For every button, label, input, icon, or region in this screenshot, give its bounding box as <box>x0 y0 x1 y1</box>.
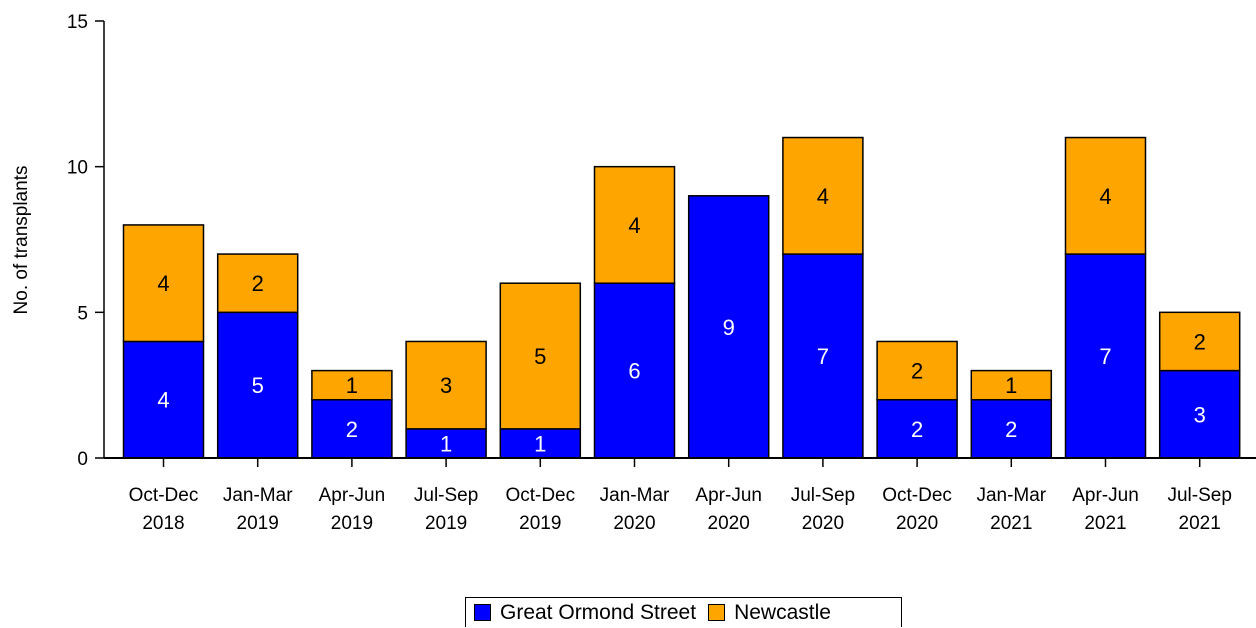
x-tick-label-period: Apr-Jun <box>695 485 762 506</box>
x-tick-label-year: 2021 <box>990 513 1032 534</box>
bar-value-label: 2 <box>346 417 358 442</box>
bar-segment <box>1064 136 1147 255</box>
y-tick-label: 5 <box>77 303 88 324</box>
bar-segment <box>1158 369 1241 459</box>
bar-value-label: 2 <box>911 417 923 442</box>
bar-value-label: 3 <box>1194 402 1206 427</box>
x-tick-label-period: Apr-Jun <box>319 485 386 506</box>
bar-segment <box>1064 253 1147 459</box>
bar-value-label: 2 <box>1005 417 1017 442</box>
bar-value-label: 2 <box>1194 329 1206 354</box>
x-tick-label-year: 2019 <box>331 513 373 534</box>
x-tick-label-period: Jan-Mar <box>600 485 670 506</box>
x-tick-label-year: 2018 <box>142 513 184 534</box>
bar-value-label: 1 <box>346 373 358 398</box>
bar-segment <box>782 136 864 255</box>
bar-segment <box>499 282 582 430</box>
bar-value-label: 4 <box>1099 184 1111 209</box>
bar-segment <box>122 340 205 459</box>
x-tick-label-year: 2021 <box>1179 513 1221 534</box>
x-tick-label-period: Jan-Mar <box>976 485 1046 506</box>
bar-value-label: 5 <box>252 373 264 398</box>
legend-label-great-ormond-street: Great Ormond Street <box>500 600 697 624</box>
bar-segment <box>876 340 958 401</box>
bar-value-label: 6 <box>628 359 640 384</box>
x-tick-label-period: Jul-Sep <box>414 485 478 506</box>
x-tick-label-year: 2020 <box>708 513 750 534</box>
x-tick-label-year: 2019 <box>237 513 279 534</box>
bar-segment <box>122 224 205 343</box>
bar-value-label: 2 <box>911 359 923 384</box>
bar-value-label: 1 <box>534 431 546 456</box>
x-tick-label-period: Oct-Dec <box>882 485 952 506</box>
bar-segment <box>499 428 582 459</box>
bar-segment <box>216 253 299 314</box>
x-tick-label-period: Oct-Dec <box>129 485 199 506</box>
x-tick-label-period: Jan-Mar <box>223 485 293 506</box>
bar-segment <box>970 398 1053 459</box>
x-axis: Oct-Dec 2018 Jan-Mar 2019 Apr-Jun 2019 Jul-Sep… <box>104 457 1256 534</box>
bar-value-label: 7 <box>817 344 829 369</box>
y-axis-label: No. of transplants <box>11 166 32 315</box>
bar-value-label: 4 <box>157 388 169 413</box>
y-tick-label: 0 <box>77 449 88 470</box>
x-tick-label-year: 2020 <box>613 513 655 534</box>
bars: 4 4 5 2 2 1 1 3 1 5 6 4 9 7 4 2 2 2 1 7 4 3 2 <box>122 136 1241 459</box>
bar-value-label: 4 <box>628 213 640 238</box>
bar-value-label: 1 <box>1005 373 1017 398</box>
legend-label-newcastle: Newcastle <box>734 600 831 624</box>
x-tick-label-year: 2020 <box>802 513 844 534</box>
x-tick-label-year: 2019 <box>425 513 467 534</box>
y-tick-label: 15 <box>67 12 88 33</box>
bar-value-label: 9 <box>723 315 735 340</box>
x-tick-label-period: Jul-Sep <box>1167 485 1231 506</box>
bar-value-label: 4 <box>817 184 829 209</box>
x-tick-label-period: Apr-Jun <box>1072 485 1139 506</box>
x-tick-label-period: Jul-Sep <box>791 485 855 506</box>
bar-value-label: 4 <box>157 271 169 296</box>
bar-segment <box>593 282 676 459</box>
bar-segment <box>970 369 1053 401</box>
legend-swatch-great-ormond-street <box>474 604 491 621</box>
bar-segment <box>311 369 393 401</box>
bar-value-label: 3 <box>440 373 452 398</box>
x-tick-label-period: Oct-Dec <box>505 485 575 506</box>
bar-value-label: 5 <box>534 344 546 369</box>
bar-value-label: 7 <box>1099 344 1111 369</box>
x-tick-label-year: 2020 <box>896 513 938 534</box>
bar-value-label: 2 <box>252 271 264 296</box>
bar-segment <box>782 253 864 459</box>
legend-swatch-newcastle <box>708 604 726 621</box>
bar-value-label: 1 <box>440 431 452 456</box>
bar-segment <box>1158 311 1241 372</box>
legend: Great Ormond Street Newcastle <box>465 597 902 627</box>
bar-segment <box>876 398 958 459</box>
bar-segment <box>593 165 676 284</box>
bar-segment <box>687 195 770 459</box>
x-tick-label-year: 2021 <box>1084 513 1126 534</box>
y-tick-label: 10 <box>67 158 88 179</box>
y-axis: 0 5 10 15 <box>67 12 105 470</box>
bar-segment <box>405 340 487 430</box>
x-tick-label-year: 2019 <box>519 513 561 534</box>
